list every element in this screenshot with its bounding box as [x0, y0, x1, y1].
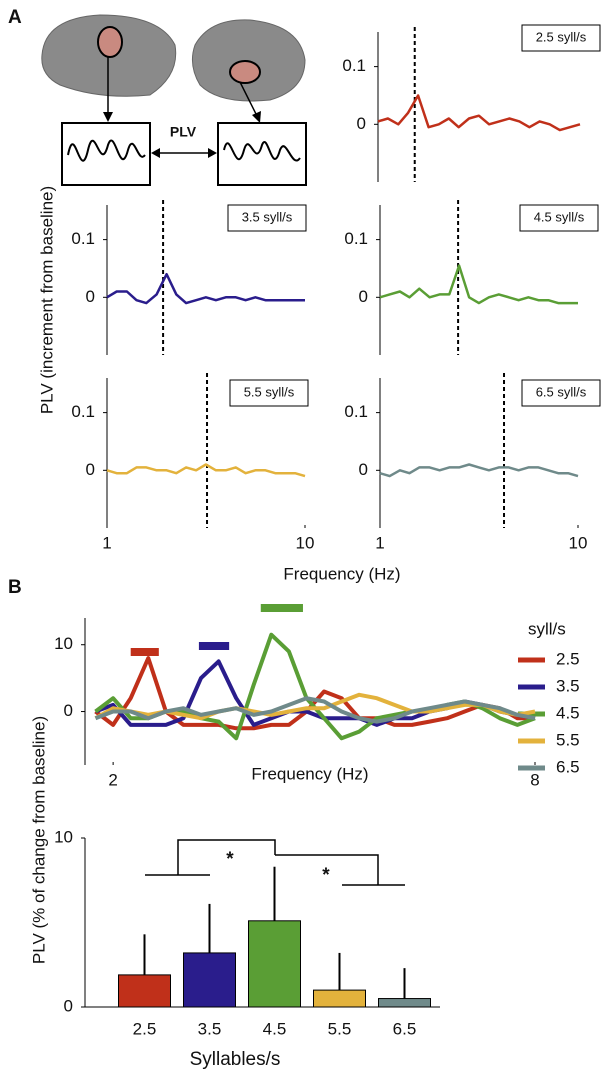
signal — [223, 141, 301, 162]
legend-title: syll/s — [528, 619, 566, 638]
y-tick-label: 0.1 — [342, 56, 366, 75]
series-line — [379, 264, 578, 305]
label-box — [229, 379, 309, 407]
region — [229, 60, 261, 84]
bar — [183, 952, 236, 1008]
panel-label: 4.5 syll/s — [534, 209, 585, 224]
bracket — [275, 854, 405, 886]
x-tick-label: 1 — [102, 533, 111, 552]
y-tick-label: 10 — [54, 634, 73, 653]
arrow-head — [252, 111, 261, 123]
y-tick-label: 0.1 — [344, 402, 368, 421]
bracket — [145, 839, 276, 876]
region — [97, 26, 123, 58]
bar — [118, 974, 171, 1008]
signal-box — [61, 122, 151, 186]
diagram-label: PLV — [170, 124, 197, 140]
x-tick-label: 4.5 — [263, 1019, 287, 1038]
x-tick-label: 2.5 — [133, 1019, 157, 1038]
x-tick-label: 6.5 — [393, 1019, 417, 1038]
panel-label: 5.5 syll/s — [244, 384, 295, 399]
x-tick-label: 1 — [375, 533, 384, 552]
x-tick-label: 3.5 — [198, 1019, 222, 1038]
legend-label: 3.5 — [556, 676, 580, 695]
label-box — [519, 204, 599, 232]
x-tick-label: 2 — [108, 770, 117, 789]
label-box — [521, 379, 601, 407]
y-tick-label: 0 — [64, 996, 73, 1015]
signal-box — [217, 122, 307, 186]
series-line — [377, 94, 581, 132]
y-tick-label: 0 — [357, 114, 366, 133]
label-box — [227, 204, 307, 232]
x-axis-label: Frequency (Hz) — [251, 764, 368, 783]
arrow-head — [103, 112, 113, 122]
x-tick-label: 10 — [296, 533, 315, 552]
y-axis-label: PLV (increment from baseline) — [37, 186, 56, 414]
legend-label: 2.5 — [556, 649, 580, 668]
panel-label: 6.5 syll/s — [536, 384, 587, 399]
y-tick-label: 0.1 — [344, 229, 368, 248]
panel-letter: B — [8, 577, 22, 598]
series-line — [106, 272, 305, 305]
signal — [67, 139, 146, 162]
x-tick-label: 10 — [569, 533, 588, 552]
x-tick-label: 8 — [530, 770, 539, 789]
y-tick-label: 0.1 — [71, 229, 95, 248]
significance-bracket — [145, 839, 405, 886]
x-tick-label: 5.5 — [328, 1019, 352, 1038]
significance-star: * — [226, 849, 234, 870]
arrow — [239, 81, 259, 119]
legend-label: 5.5 — [556, 730, 580, 749]
series-line — [379, 463, 579, 478]
x-axis-label: Syllables/s — [190, 1049, 281, 1070]
y-tick-label: 10 — [54, 827, 73, 846]
significance-star: * — [322, 865, 330, 886]
series-line — [94, 632, 536, 741]
bar — [378, 998, 431, 1008]
bar — [248, 920, 301, 1008]
series-line — [94, 656, 535, 731]
series-line — [94, 696, 536, 724]
x-axis-label: Frequency (Hz) — [283, 564, 400, 583]
panel-label: 2.5 syll/s — [536, 29, 587, 44]
panel-letter: A — [8, 7, 22, 28]
series-line — [106, 463, 306, 478]
y-tick-label: 0.1 — [71, 402, 95, 421]
bar — [313, 989, 366, 1008]
y-tick-label: 0 — [359, 460, 368, 479]
legend-label: 6.5 — [556, 757, 580, 776]
panel-label: 3.5 syll/s — [242, 209, 293, 224]
y-tick-label: 0 — [64, 701, 73, 720]
y-tick-label: 0 — [359, 287, 368, 306]
brain-diagram: PLV — [41, 14, 307, 186]
y-tick-label: 0 — [86, 460, 95, 479]
y-tick-label: 0 — [86, 287, 95, 306]
label-box — [521, 24, 601, 52]
legend-label: 4.5 — [556, 703, 580, 722]
y-axis-label: PLV (% of change from baseline) — [29, 716, 48, 964]
